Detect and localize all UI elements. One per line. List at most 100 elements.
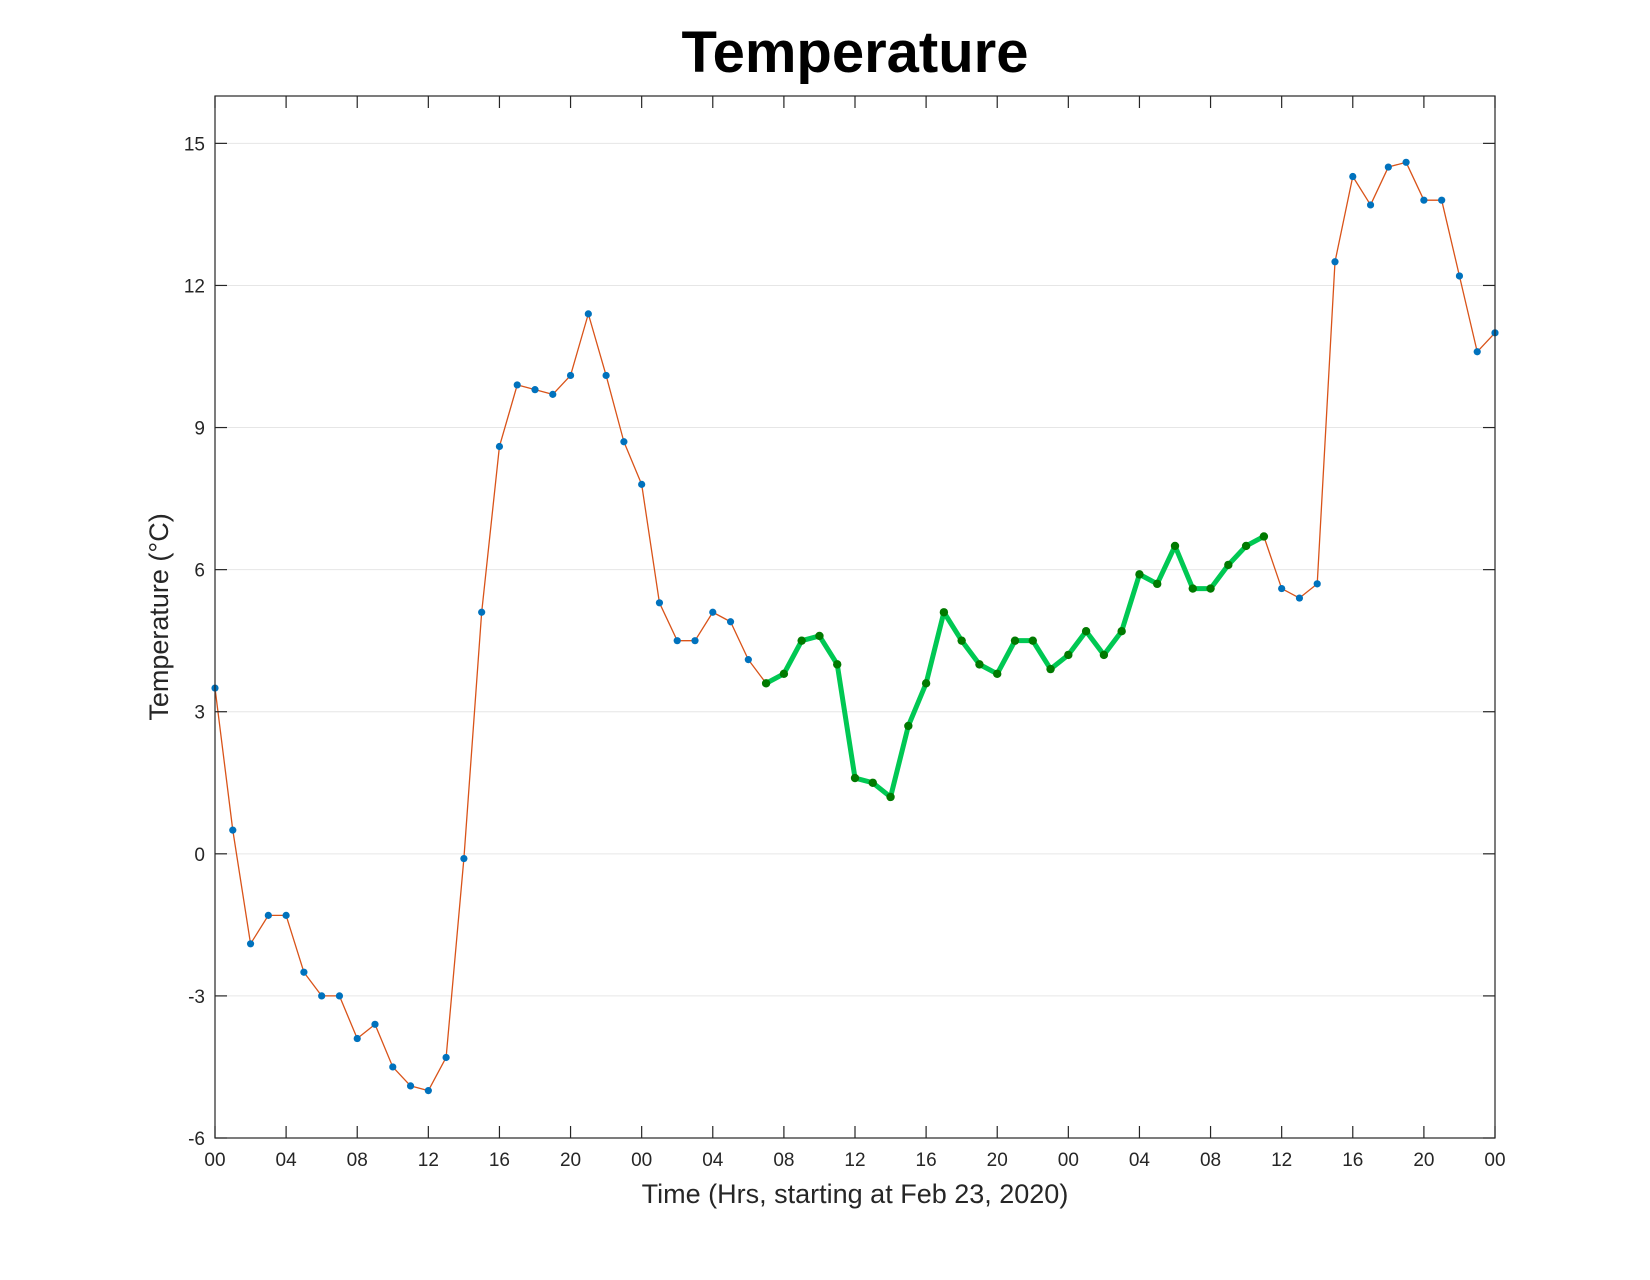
x-tick-label: 20 (1413, 1150, 1434, 1171)
data-point (264, 911, 272, 919)
x-tick-label: 08 (1200, 1150, 1221, 1171)
x-tick-label: 04 (276, 1150, 298, 1171)
data-point (815, 631, 824, 641)
data-point (1170, 541, 1180, 551)
data-point (1331, 258, 1339, 266)
data-point (531, 386, 539, 394)
data-point (513, 381, 521, 389)
x-tick-label: 00 (631, 1150, 652, 1171)
x-tick-label: 20 (987, 1150, 1008, 1171)
tick-layer: -6 -3 0 3 6 9 12 15 00 04 08 12 16 20 00 04 08 12 16 20 00 04… (184, 96, 1506, 1171)
data-point (620, 438, 628, 446)
data-point (1064, 650, 1073, 660)
data-point (566, 371, 575, 380)
data-point (797, 636, 806, 645)
data-point (335, 992, 344, 1000)
data-point (1241, 541, 1251, 551)
x-tick-label: 16 (1342, 1150, 1363, 1171)
data-point (691, 637, 699, 645)
x-tick-label: 16 (489, 1150, 510, 1171)
data-point (1010, 636, 1020, 645)
data-point (1046, 664, 1055, 674)
data-point (318, 992, 326, 1000)
data-point (1099, 650, 1109, 660)
y-tick-label: -3 (188, 987, 205, 1008)
x-tick-label: 12 (418, 1150, 439, 1171)
data-point (406, 1082, 415, 1090)
data-point (744, 656, 752, 664)
data-point (975, 660, 984, 669)
data-point (904, 721, 913, 731)
x-tick-label: 00 (1058, 1150, 1079, 1171)
data-point (371, 1020, 379, 1028)
data-point (886, 792, 895, 802)
y-tick-label: -6 (188, 1129, 205, 1150)
x-tick-label: 20 (560, 1150, 581, 1171)
data-point (1295, 594, 1304, 602)
data-point (1153, 579, 1162, 589)
data-point (1081, 627, 1091, 636)
data-point (1349, 172, 1357, 181)
data-point (1402, 158, 1410, 166)
x-tick-label: 08 (347, 1150, 368, 1171)
data-point (282, 911, 290, 919)
data-point (993, 669, 1002, 679)
data-point (957, 636, 966, 645)
data-point (850, 773, 860, 783)
y-axis-label: Temperature (°C) (144, 513, 174, 720)
data-point (300, 968, 308, 976)
series-layer (211, 158, 1499, 1095)
data-point (673, 637, 681, 645)
data-point (478, 608, 486, 616)
chart-title: Temperature (681, 20, 1028, 85)
data-point (833, 660, 842, 669)
data-point (424, 1087, 432, 1095)
data-point (1366, 201, 1375, 209)
data-point (353, 1034, 361, 1043)
data-point (1117, 627, 1126, 636)
data-point (1313, 580, 1321, 588)
y-tick-label: 3 (194, 703, 205, 724)
data-point (1188, 584, 1197, 593)
series-line-0 (214, 161, 1496, 1092)
data-point (779, 669, 789, 679)
data-point (602, 371, 610, 380)
x-tick-label: 04 (702, 1150, 724, 1171)
data-point (229, 826, 237, 834)
y-tick-label: 15 (184, 134, 205, 155)
x-tick-label: 00 (1484, 1150, 1505, 1171)
series-1 (761, 532, 1269, 802)
data-point (655, 599, 664, 607)
y-tick-label: 9 (194, 419, 205, 440)
y-tick-label: 0 (194, 845, 205, 866)
data-point (638, 480, 646, 488)
x-tick-label: 12 (844, 1150, 865, 1171)
x-axis-label: Time (Hrs, starting at Feb 23, 2020) (642, 1179, 1069, 1209)
plot-frame (214, 95, 1496, 1139)
data-point (460, 854, 468, 863)
data-point (1259, 532, 1269, 541)
data-point (726, 618, 735, 626)
x-tick-label: 12 (1271, 1150, 1292, 1171)
data-point (1206, 584, 1215, 593)
data-point (1224, 560, 1233, 570)
data-point (1455, 272, 1464, 280)
y-tick-label: 6 (194, 561, 205, 582)
series-line-1 (763, 533, 1267, 800)
data-point (584, 310, 592, 318)
data-point (709, 608, 717, 616)
data-point (1135, 570, 1144, 579)
y-tick-label: 12 (184, 276, 205, 297)
data-point (1384, 163, 1392, 171)
x-tick-label: 04 (1129, 1150, 1151, 1171)
data-point (1473, 348, 1481, 356)
data-point (1438, 196, 1446, 204)
data-point (868, 778, 877, 787)
data-point (246, 940, 255, 948)
data-point (1278, 584, 1286, 593)
data-point (549, 390, 557, 398)
x-tick-label: 00 (204, 1150, 225, 1171)
data-point (442, 1053, 450, 1062)
